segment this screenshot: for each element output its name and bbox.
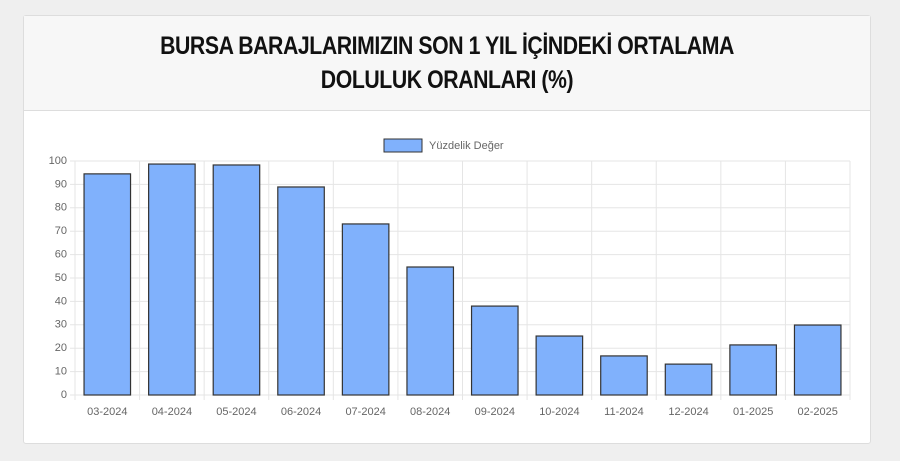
x-tick-label: 10-2024 <box>539 406 579 418</box>
x-tick-label: 11-2024 <box>604 406 644 418</box>
x-tick-label: 08-2024 <box>410 406 450 418</box>
bar <box>600 355 648 396</box>
x-tick-label: 09-2024 <box>475 406 515 418</box>
x-tick-label: 03-2024 <box>87 406 127 418</box>
bar <box>793 324 842 396</box>
bar <box>148 163 196 396</box>
y-tick-label: 60 <box>55 249 67 261</box>
bar <box>341 223 390 396</box>
bar <box>83 173 132 396</box>
y-tick-label: 100 <box>49 155 67 167</box>
bar <box>212 164 261 396</box>
card-header: BURSA BARAJLARIMIZIN SON 1 YIL İÇİNDEKİ … <box>24 16 870 111</box>
y-tick-label: 50 <box>55 272 67 284</box>
legend-label: Yüzdelik Değer <box>429 140 504 152</box>
chart-title: BURSA BARAJLARIMIZIN SON 1 YIL İÇİNDEKİ … <box>160 32 734 94</box>
y-tick-label: 10 <box>55 366 67 378</box>
x-tick-label: 06-2024 <box>281 406 321 418</box>
x-tick-label: 12-2024 <box>668 406 708 418</box>
bar <box>470 305 519 396</box>
x-tick-label: 04-2024 <box>152 406 192 418</box>
x-tick-label: 01-2025 <box>733 406 773 418</box>
y-tick-label: 80 <box>55 202 67 214</box>
x-tick-label: 05-2024 <box>216 406 256 418</box>
bar <box>535 335 584 396</box>
y-tick-label: 0 <box>61 389 67 401</box>
bar <box>277 186 325 396</box>
y-tick-label: 20 <box>55 342 67 354</box>
y-tick-label: 70 <box>55 225 67 237</box>
x-tick-label: 07-2024 <box>345 406 385 418</box>
y-tick-label: 30 <box>55 319 67 331</box>
y-tick-label: 40 <box>55 295 67 307</box>
bar <box>406 266 455 396</box>
y-tick-label: 90 <box>55 178 67 190</box>
bar <box>729 344 777 396</box>
bar <box>664 363 713 396</box>
x-tick-label: 02-2025 <box>798 406 838 418</box>
legend-swatch <box>383 138 423 153</box>
